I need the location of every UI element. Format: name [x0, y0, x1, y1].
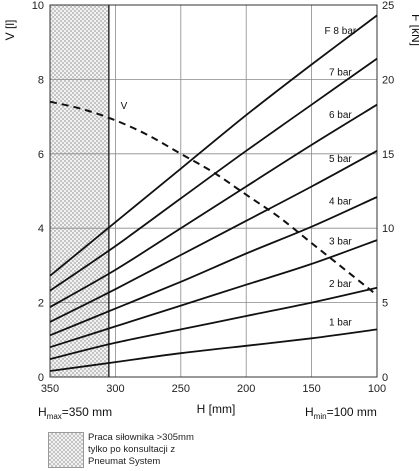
volume-label: V — [121, 101, 128, 112]
series-label: 7 bar — [329, 67, 352, 78]
hatched-region-swatch — [48, 432, 84, 468]
x-axis-title: H [mm] — [197, 402, 236, 416]
y-right-tick-label: 10 — [382, 223, 394, 235]
y-right-tick-label: 20 — [382, 74, 394, 86]
y-right-tick-label: 25 — [382, 0, 394, 12]
y-left-axis-title: V [l] — [3, 20, 17, 41]
h-max-symbol: H — [38, 405, 47, 419]
series-line-6-bar — [49, 103, 378, 308]
x-tick-label: 350 — [41, 383, 59, 395]
y-left-tick-label: 4 — [38, 223, 44, 235]
volume-line — [49, 100, 378, 296]
y-right-tick-label: 15 — [382, 149, 394, 161]
x-tick-label: 200 — [237, 383, 255, 395]
series-label: 3 bar — [329, 236, 352, 247]
y-left-tick-label: 10 — [32, 0, 44, 12]
series-line-3-bar — [49, 239, 378, 349]
h-max-value: =350 mm — [62, 405, 112, 419]
x-tick-label: 150 — [302, 383, 320, 395]
h-min-subscript: min — [314, 412, 327, 421]
series-line-f-8-bar — [49, 14, 378, 277]
series-line-2-bar — [49, 286, 378, 360]
x-tick-label: 300 — [106, 383, 124, 395]
h-max-label: Hmax=350 mm — [38, 405, 112, 421]
x-tick-label: 250 — [172, 383, 190, 395]
series-label: 5 bar — [329, 154, 352, 165]
y-left-tick-label: 6 — [38, 149, 44, 161]
y-right-tick-label: 0 — [382, 372, 388, 384]
series-line-5-bar — [49, 150, 378, 323]
h-min-label: Hmin=100 mm — [305, 405, 377, 421]
series-label: 4 bar — [329, 197, 352, 208]
x-tick-label: 100 — [368, 383, 386, 395]
h-min-symbol: H — [305, 405, 314, 419]
y-left-tick-label: 8 — [38, 74, 44, 86]
legend-note-line-3: Pneumat System — [88, 456, 161, 467]
y-right-axis-title: F [kN] — [409, 14, 419, 46]
series-label: 1 bar — [329, 317, 352, 328]
legend-note-line-2: tylko po konsultacji z — [88, 444, 176, 455]
legend: Praca siłownika >305mm tylko po konsulta… — [48, 432, 308, 468]
h-min-value: =100 mm — [327, 405, 377, 419]
legend-note-line-1: Praca siłownika >305mm — [88, 432, 194, 443]
series-line-1-bar — [49, 328, 378, 372]
series-label: 6 bar — [329, 110, 352, 121]
h-max-subscript: max — [47, 412, 62, 421]
legend-note: Praca siłownika >305mm tylko po konsulta… — [88, 432, 288, 468]
y-left-tick-label: 2 — [38, 298, 44, 310]
plot-frame — [49, 4, 378, 378]
series-line-7-bar — [49, 57, 378, 292]
series-label: F 8 bar — [325, 26, 357, 37]
y-left-tick-label: 0 — [38, 372, 44, 384]
series-line-4-bar — [49, 196, 378, 337]
hatched-region — [50, 5, 109, 377]
series-label: 2 bar — [329, 279, 352, 290]
y-right-tick-label: 5 — [382, 298, 388, 310]
